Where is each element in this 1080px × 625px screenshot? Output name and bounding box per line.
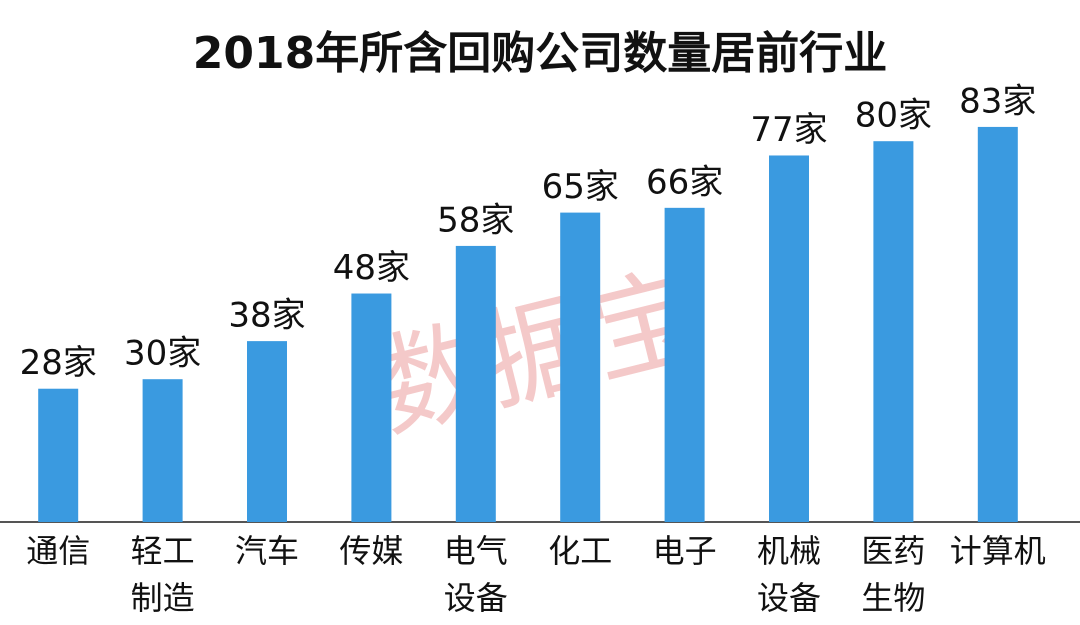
x-tick-label: 机械设备 bbox=[757, 532, 821, 617]
bar bbox=[38, 388, 79, 522]
bar bbox=[769, 155, 809, 523]
x-tick-label: 电气设备 bbox=[444, 532, 508, 617]
value-label: 30家 bbox=[124, 334, 201, 374]
x-tick-label: 电子 bbox=[653, 532, 717, 570]
bar bbox=[247, 341, 287, 522]
x-tick-label: 医药生物 bbox=[861, 532, 925, 617]
value-label: 65家 bbox=[542, 167, 619, 207]
bar bbox=[873, 141, 914, 522]
x-tick-label: 汽车 bbox=[235, 532, 299, 570]
x-tick-label: 传媒 bbox=[339, 532, 403, 570]
bar bbox=[977, 126, 1018, 523]
value-label: 80家 bbox=[855, 96, 932, 136]
value-label: 38家 bbox=[228, 296, 305, 336]
chart-title: 2018年所含回购公司数量居前行业 bbox=[193, 28, 887, 79]
value-label: 28家 bbox=[20, 343, 97, 383]
bar bbox=[560, 212, 601, 522]
value-label: 66家 bbox=[646, 162, 723, 202]
x-tick-label: 轻工制造 bbox=[131, 532, 195, 617]
bar bbox=[664, 207, 705, 522]
value-label: 58家 bbox=[437, 200, 514, 240]
bar bbox=[142, 379, 183, 522]
value-label: 83家 bbox=[959, 81, 1036, 121]
value-label: 77家 bbox=[750, 110, 827, 150]
x-tick-label: 计算机 bbox=[950, 532, 1046, 570]
x-tick-label: 通信 bbox=[26, 532, 90, 570]
bar bbox=[455, 245, 496, 523]
value-label: 48家 bbox=[333, 248, 410, 288]
bar bbox=[351, 293, 392, 522]
x-tick-label: 化工 bbox=[548, 532, 612, 570]
